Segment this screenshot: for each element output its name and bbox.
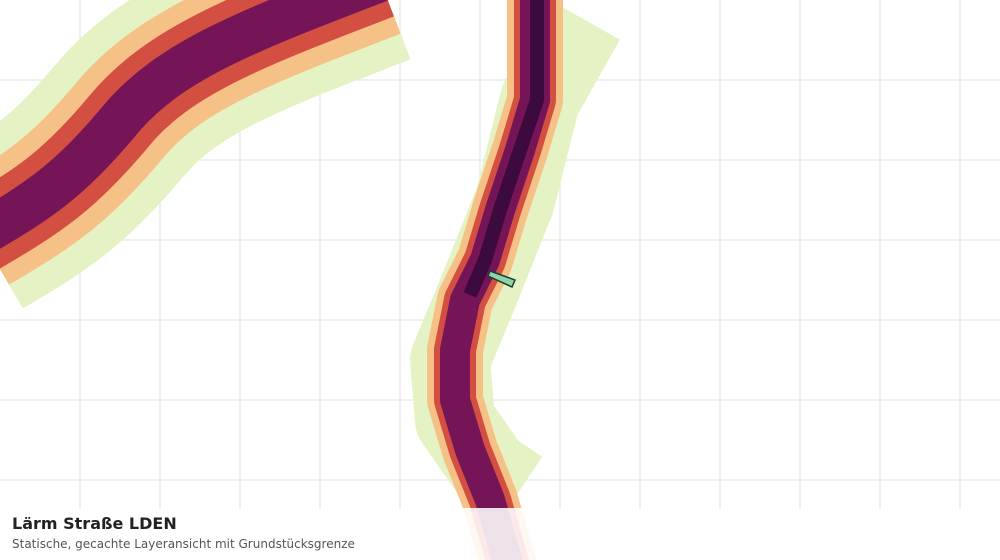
noise-road-west [0, 0, 411, 309]
parcel-boundary [487, 270, 517, 289]
layer-subtitle: Statische, gecachte Layeransicht mit Gru… [12, 537, 355, 551]
layer-title: Lärm Straße LDEN [12, 514, 177, 533]
legend-panel: Lärm Straße LDEN Statische, gecachte Lay… [0, 508, 1000, 560]
noise-road-central [410, 0, 620, 560]
